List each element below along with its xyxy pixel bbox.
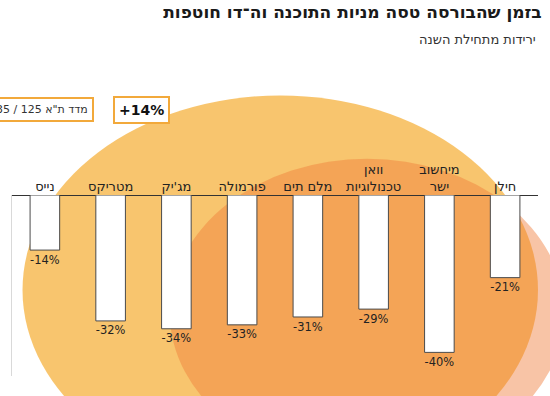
svg-text:בזמן שהבורסה טסה מניות התוכנה: בזמן שהבורסה טסה מניות התוכנה וה־דו חוטפ… xyxy=(163,2,542,22)
svg-text:מלם תים: מלם תים xyxy=(283,179,332,194)
svg-text:נייס: נייס xyxy=(35,179,54,194)
svg-text:-31%: -31% xyxy=(293,320,323,334)
svg-text:-29%: -29% xyxy=(359,312,389,326)
svg-text:‏מדד ת"א 125 / 35: ‏מדד ת"א 125 / 35 xyxy=(0,103,88,116)
svg-text:מג'יק: מג'יק xyxy=(161,179,191,194)
svg-text:-32%: -32% xyxy=(96,323,126,337)
svg-text:וואןטכנולוגיות: וואןטכנולוגיות xyxy=(346,163,401,195)
svg-text:חילן: חילן xyxy=(494,179,516,194)
svg-text:-33%: -33% xyxy=(227,327,257,341)
svg-text:ירידות מתחילת השנה: ירידות מתחילת השנה xyxy=(419,32,536,47)
svg-text:-14%: -14% xyxy=(30,253,60,267)
svg-text:פורמולה: פורמולה xyxy=(218,179,265,194)
svg-text:מטריקס: מטריקס xyxy=(88,179,133,194)
svg-text:-40%: -40% xyxy=(425,355,455,369)
svg-text:+14%: +14% xyxy=(119,102,164,118)
svg-text:-21%: -21% xyxy=(490,280,520,294)
svg-text:-34%: -34% xyxy=(162,331,192,345)
svg-text:מיחשובישר: מיחשובישר xyxy=(419,163,460,195)
